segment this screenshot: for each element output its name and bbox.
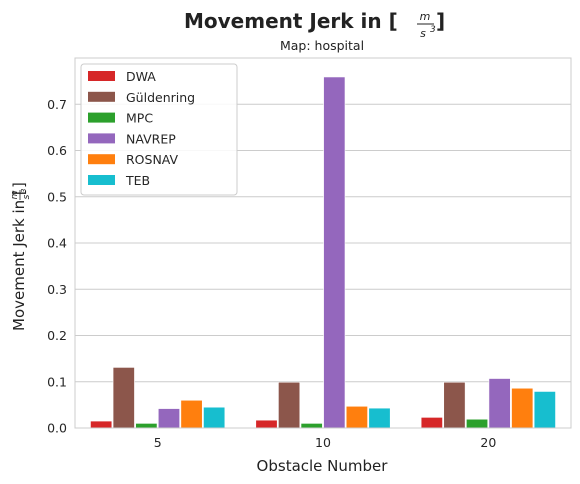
chart-title: Movement Jerk in [ m s 3 ] [184, 9, 445, 40]
bar-rosnav-20 [511, 387, 534, 429]
bar-g-ldenring-10 [278, 381, 301, 429]
y-axis-unit-numerator: m [10, 190, 20, 199]
bar-mpc-20 [466, 418, 489, 429]
legend-label: TEB [125, 173, 150, 188]
plot-frame [74, 57, 572, 429]
x-tick-label: 10 [315, 435, 331, 450]
x-tick-label: 20 [480, 435, 496, 450]
bar-teb-10 [368, 407, 391, 429]
legend-swatch [88, 91, 115, 102]
title-unit-numerator: m [420, 10, 431, 23]
bar-mpc-5 [135, 423, 158, 429]
y-tick-label: 0.2 [47, 328, 67, 343]
legend-label: NAVREP [126, 131, 176, 146]
bar-navrep-10 [323, 76, 346, 429]
legend-swatch [88, 112, 115, 123]
legend-swatch [88, 175, 115, 185]
y-axis-label: Movement Jerk in [ m s 3 ] [10, 182, 32, 331]
bar-dwa-20 [420, 417, 443, 429]
title-close-bracket: ] [436, 9, 445, 33]
chart-subtitle: Map: hospital [280, 38, 364, 53]
legend: DWA Güldenring MPC NAVREP ROSNAV TEB [80, 63, 238, 196]
title-unit-power: 3 [430, 25, 436, 35]
x-tick-label: 5 [154, 435, 162, 450]
bar-dwa-5 [90, 420, 113, 429]
y-tick-label: 0.7 [47, 97, 67, 112]
legend-swatch [88, 71, 115, 81]
bar-g-ldenring-20 [443, 381, 466, 429]
bar-rosnav-5 [180, 399, 203, 429]
y-tick-label: 0.3 [47, 282, 67, 297]
bar-navrep-5 [157, 408, 180, 429]
y-tick-labels: 0.0 0.1 0.2 0.3 0.4 0.5 0.6 0.7 [47, 97, 67, 436]
legend-label: Güldenring [126, 90, 195, 105]
y-tick-label: 0.4 [47, 236, 67, 251]
legend-label: DWA [126, 69, 156, 84]
legend-label: ROSNAV [126, 152, 179, 167]
legend-swatch [88, 133, 115, 144]
y-tick-label: 0.0 [47, 421, 67, 436]
bar-rosnav-10 [345, 405, 368, 429]
y-tick-label: 0.1 [47, 374, 67, 389]
bar-navrep-20 [488, 378, 511, 429]
legend-label: MPC [126, 111, 153, 126]
legend-swatch [88, 154, 115, 165]
bar-dwa-10 [255, 419, 278, 429]
x-tick-labels: 5 10 20 [154, 435, 497, 450]
bars [90, 76, 556, 429]
bar-teb-20 [533, 391, 556, 429]
y-tick-label: 0.5 [47, 189, 67, 204]
y-axis-label-text: Movement Jerk in [ [10, 189, 28, 331]
legend-frame [80, 63, 238, 196]
bar-g-ldenring-5 [112, 367, 135, 429]
title-unit-denominator: s [420, 27, 426, 40]
chart-title-text: Movement Jerk in [ [184, 9, 398, 33]
bar-mpc-10 [300, 423, 323, 429]
x-axis-label: Obstacle Number [257, 457, 389, 475]
y-axis-close-bracket: ] [10, 182, 28, 188]
bar-teb-5 [203, 406, 226, 429]
y-axis-unit-power: 3 [20, 189, 28, 193]
y-axis-unit-denominator: s [22, 194, 32, 199]
y-tick-label: 0.6 [47, 143, 67, 158]
